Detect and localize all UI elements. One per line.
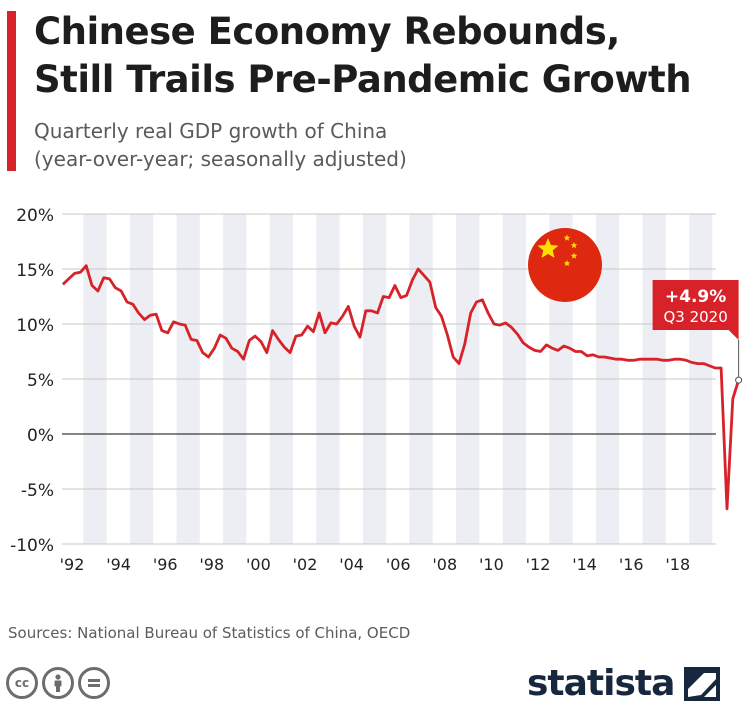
annotation-pointer xyxy=(728,330,739,340)
gdp-line-chart: 20%15%10%5%0%-5%-10% '92'94'96'98'00'02 '… xyxy=(10,206,743,574)
y-tick-label: -10% xyxy=(10,536,54,556)
x-tick-label: '12 xyxy=(526,555,551,574)
x-tick-label: '14 xyxy=(572,555,597,574)
annotation-value: +4.9% xyxy=(665,287,726,307)
chart-title-line-1: Chinese Economy Rebounds, xyxy=(34,10,620,53)
annotation-period: Q3 2020 xyxy=(663,308,727,326)
statista-mark-icon xyxy=(684,667,721,701)
y-tick-label: 0% xyxy=(27,426,54,446)
creative-commons-icon[interactable]: cc xyxy=(6,667,38,699)
statista-logo[interactable]: statista xyxy=(527,662,721,706)
x-tick-label: '06 xyxy=(386,555,411,574)
brand-name: statista xyxy=(527,663,675,704)
y-tick-label: 10% xyxy=(16,316,54,336)
x-tick-label: '92 xyxy=(60,555,85,574)
license-icons: cc xyxy=(6,667,110,699)
y-tick-label: 5% xyxy=(27,371,54,391)
chart-title: Chinese Economy Rebounds, Still Trails P… xyxy=(34,8,692,104)
x-tick-label: '04 xyxy=(339,555,364,574)
no-derivatives-icon[interactable] xyxy=(78,667,110,699)
chart-subtitle-line-1: Quarterly real GDP growth of China xyxy=(34,119,388,143)
x-tick-label: '08 xyxy=(432,555,457,574)
x-tick-label: '96 xyxy=(153,555,178,574)
x-tick-label: '10 xyxy=(479,555,504,574)
x-tick-label: '18 xyxy=(665,555,690,574)
x-tick-label: '94 xyxy=(106,555,131,574)
annotation-box xyxy=(652,280,739,330)
x-tick-label: '16 xyxy=(619,555,644,574)
y-tick-label: -5% xyxy=(21,481,54,501)
gridlines xyxy=(62,213,716,545)
attribution-icon[interactable] xyxy=(42,667,74,699)
gdp-series-line xyxy=(61,264,740,511)
latest-value-annotation: +4.9% Q3 2020 xyxy=(652,280,743,384)
y-tick-label: 20% xyxy=(16,206,54,226)
x-tick-label: '02 xyxy=(293,555,318,574)
source-note: Sources: National Bureau of Statistics o… xyxy=(8,624,411,642)
chart-subtitle: Quarterly real GDP growth of China (year… xyxy=(34,117,407,173)
y-tick-label: 15% xyxy=(16,261,54,281)
chart-subtitle-line-2: (year-over-year; seasonally adjusted) xyxy=(34,147,407,171)
china-flag-icon xyxy=(528,228,602,302)
accent-bar xyxy=(7,11,16,171)
x-axis-labels: '92 '94 '96 '98 '00 '02 '04 '06 '08 '10 '12 '14 '16 '… xyxy=(60,555,691,574)
chart-title-line-2: Still Trails Pre-Pandemic Growth xyxy=(34,58,692,101)
y-axis-labels: 20% 15% 10% 5% 0% -5% -10% xyxy=(10,206,54,556)
x-tick-label: '00 xyxy=(246,555,271,574)
x-tick-label: '98 xyxy=(199,555,224,574)
latest-point-marker xyxy=(735,376,743,384)
